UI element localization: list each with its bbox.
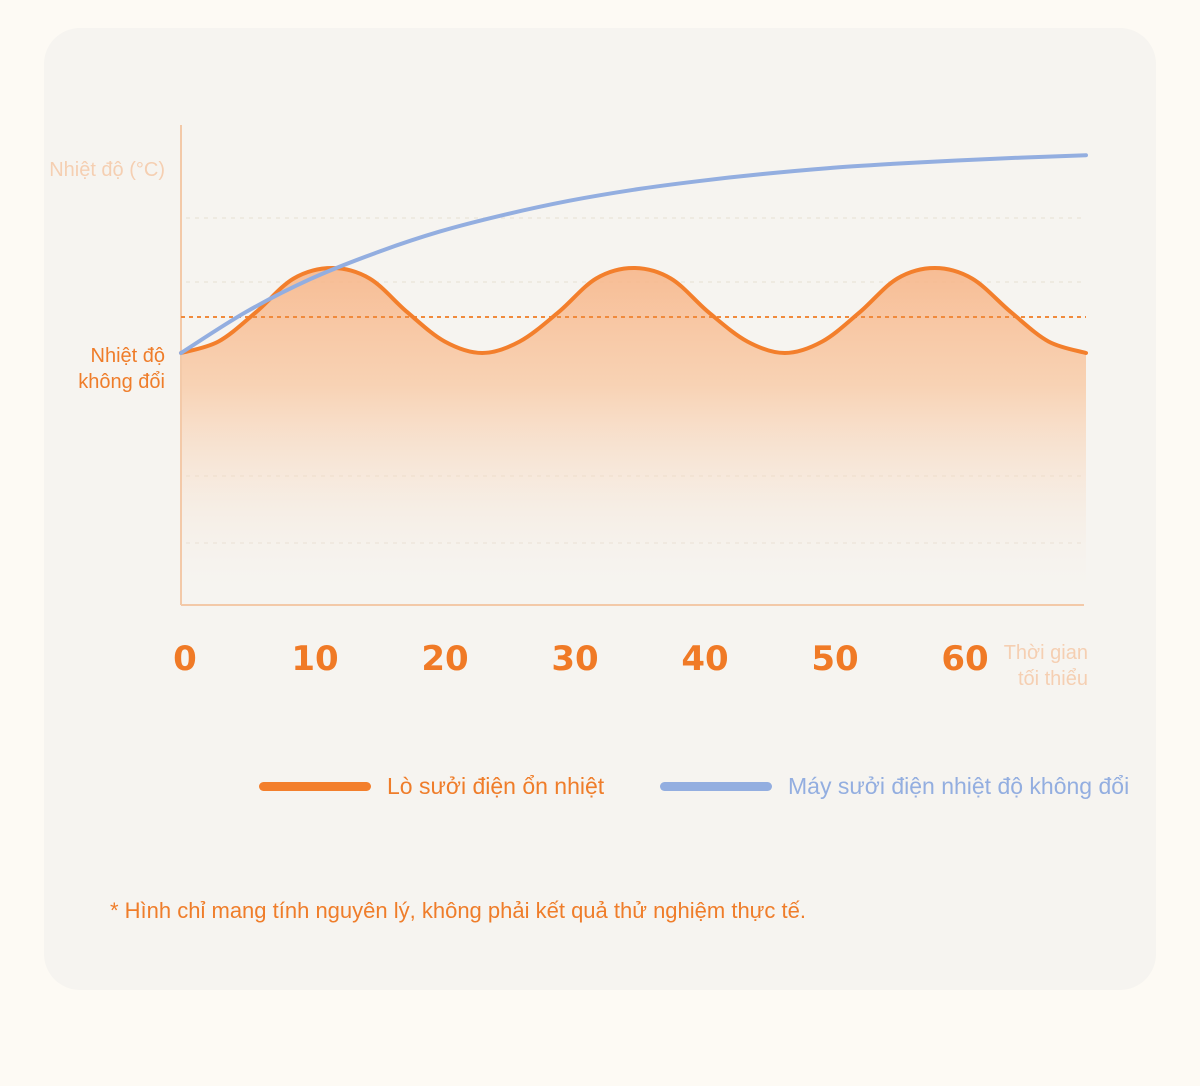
x-tick-label: 50 [811,639,858,679]
x-tick-label: 20 [421,639,468,679]
x-tick-label: 60 [941,639,988,679]
x-axis-title: Thời gian tối thiểu [1003,642,1088,690]
legend-swatch-blue [660,781,772,791]
legend-item-thermostat-heater: Lò sưởi điện ổn nhiệt [259,766,604,806]
legend-label-constant-heater: Máy sưởi điện nhiệt độ không đổi [788,772,1130,799]
x-tick-label: 10 [291,639,338,679]
x-tick-label: 0 [173,639,197,679]
disclaimer-note: * Hình chỉ mang tính nguyên lý, không ph… [110,898,806,923]
legend-item-constant-heater: Máy sưởi điện nhiệt độ không đổi [660,766,1129,806]
series-1-line [179,153,1088,355]
series-0-area [181,268,1086,603]
x-tick-label: 30 [551,639,598,679]
legend-swatch-orange [259,781,371,791]
x-tick-label: 40 [681,639,728,679]
constant-temperature-label: Nhiệt độ không đổi [78,345,165,393]
legend-label-thermostat-heater: Lò sưởi điện ổn nhiệt [387,772,605,799]
y-axis-title: Nhiệt độ (°C) [49,159,165,181]
